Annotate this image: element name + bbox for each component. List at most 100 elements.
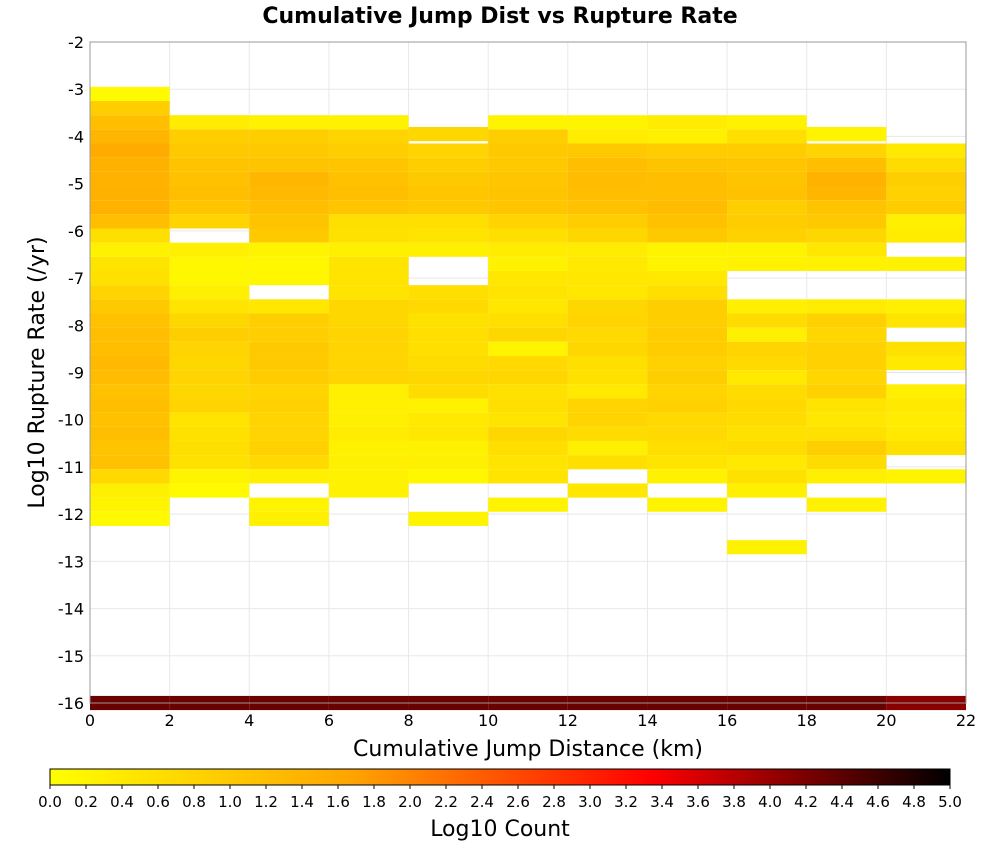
heatmap-cell bbox=[567, 483, 648, 498]
heatmap-cell bbox=[90, 313, 170, 328]
heatmap-cell bbox=[249, 370, 329, 385]
heatmap-cell bbox=[408, 440, 489, 456]
heatmap-cell bbox=[249, 455, 329, 470]
heatmap-cell bbox=[90, 228, 170, 243]
heatmap-cell bbox=[488, 426, 568, 441]
heatmap-cell bbox=[806, 186, 887, 201]
y-tick-label: -12 bbox=[58, 505, 84, 524]
heatmap-cell bbox=[647, 313, 728, 328]
heatmap-cell bbox=[169, 483, 250, 498]
heatmap-cell bbox=[328, 115, 409, 130]
heatmap-cell bbox=[328, 299, 409, 314]
heatmap-cell bbox=[567, 270, 648, 286]
heatmap-cell bbox=[169, 256, 250, 271]
heatmap-cell bbox=[90, 483, 170, 498]
heatmap-cell bbox=[408, 157, 489, 172]
colorbar-tick-label: 2.2 bbox=[434, 793, 458, 811]
heatmap-cell bbox=[328, 327, 409, 342]
heatmap-cell bbox=[249, 440, 329, 456]
colorbar-tick-label: 0.2 bbox=[74, 793, 98, 811]
heatmap-cell bbox=[567, 157, 648, 172]
colorbar-tick-label: 0.6 bbox=[146, 793, 170, 811]
colorbar-tick-label: 2.0 bbox=[398, 793, 422, 811]
heatmap-cell bbox=[886, 384, 966, 399]
heatmap-cell bbox=[249, 115, 329, 130]
heatmap-cell bbox=[90, 200, 170, 215]
heatmap-cell bbox=[647, 143, 728, 158]
colorbar-tick-label: 2.8 bbox=[542, 793, 566, 811]
heatmap-cell bbox=[647, 384, 728, 399]
colorbar-ticks: 0.0 0.2 0.4 0.6 0.8 1.0 1.2 1.4 1.6 1.8 2.0 2.2 2.4 2… bbox=[38, 785, 962, 811]
heatmap-cell bbox=[249, 171, 329, 187]
heatmap-cell bbox=[647, 171, 728, 187]
y-tick-label: -4 bbox=[68, 127, 84, 146]
heatmap-cell bbox=[249, 469, 329, 484]
heatmap-cell bbox=[90, 469, 170, 484]
heatmap-cell bbox=[647, 242, 728, 257]
heatmap-cell bbox=[169, 384, 250, 399]
heatmap-cell bbox=[328, 426, 409, 441]
y-tick-label: -2 bbox=[68, 33, 84, 52]
heatmap-cell bbox=[249, 426, 329, 441]
y-tick-label: -14 bbox=[58, 600, 84, 619]
heatmap-cell bbox=[249, 355, 329, 371]
colorbar-tick-label: 1.6 bbox=[326, 793, 350, 811]
y-tick-label: -7 bbox=[68, 269, 84, 288]
heatmap-cell bbox=[567, 384, 648, 399]
colorbar-tick-label: 3.2 bbox=[614, 793, 638, 811]
heatmap-cell bbox=[727, 540, 807, 555]
heatmap-cell bbox=[647, 469, 728, 484]
heatmap-cell bbox=[567, 115, 648, 130]
heatmap-cell bbox=[727, 186, 807, 201]
heatmap-cell bbox=[90, 242, 170, 257]
heatmap-cell bbox=[90, 370, 170, 385]
heatmap-cell bbox=[886, 143, 966, 158]
y-tick-label: -8 bbox=[68, 316, 84, 335]
y-axis-label: Log10 Rupture Rate (/yr) bbox=[25, 236, 50, 508]
heatmap-cell bbox=[408, 186, 489, 201]
heatmap-cell bbox=[647, 327, 728, 342]
heatmap-cell bbox=[90, 440, 170, 456]
heatmap-cell bbox=[408, 126, 489, 142]
heatmap-cell bbox=[488, 242, 568, 257]
heatmap-cell bbox=[249, 384, 329, 399]
heatmap-cell bbox=[886, 426, 966, 441]
x-tick-label: 0 bbox=[85, 711, 95, 730]
heatmap-cell bbox=[328, 256, 409, 271]
heatmap-cell bbox=[90, 327, 170, 342]
heatmap-cell bbox=[90, 426, 170, 441]
heatmap-cell bbox=[567, 440, 648, 456]
heatmap-cell bbox=[806, 214, 887, 229]
heatmap-cell bbox=[90, 455, 170, 470]
chart-title: Cumulative Jump Dist vs Rupture Rate bbox=[262, 4, 737, 29]
colorbar-tick-label: 1.2 bbox=[254, 793, 278, 811]
heatmap-cell bbox=[647, 355, 728, 371]
colorbar-tick-label: 5.0 bbox=[938, 793, 962, 811]
heatmap-cell bbox=[90, 412, 170, 427]
colorbar-tick-label: 0.4 bbox=[110, 793, 134, 811]
heatmap-cell bbox=[806, 126, 887, 142]
heatmap-cell bbox=[647, 115, 728, 130]
heatmap-cell bbox=[886, 341, 966, 356]
colorbar-tick-label: 3.8 bbox=[722, 793, 746, 811]
y-tick-label: -10 bbox=[58, 411, 84, 430]
heatmap-cell bbox=[328, 143, 409, 158]
heatmap-cell bbox=[169, 299, 250, 314]
y-axis-ticks: -2 -3 -4 -5 -6 -7 -8 -9 -10 -11 -12 -13 -14 -15 -16 bbox=[58, 33, 84, 713]
colorbar-tick-label: 2.4 bbox=[470, 793, 494, 811]
heatmap-cell bbox=[727, 299, 807, 314]
colorbar-tick-label: 0.0 bbox=[38, 793, 62, 811]
colorbar bbox=[49, 768, 951, 786]
heatmap-cell bbox=[806, 341, 887, 356]
heatmap-cell bbox=[488, 200, 568, 215]
heatmap-cell bbox=[169, 426, 250, 441]
heatmap-cell bbox=[249, 228, 329, 243]
heatmap-cell bbox=[90, 299, 170, 314]
x-axis-ticks: 0 2 4 6 8 10 12 14 16 18 20 22 bbox=[85, 711, 976, 730]
heatmap-cell bbox=[90, 384, 170, 399]
heatmap-cell bbox=[328, 440, 409, 456]
heatmap-cell bbox=[488, 256, 568, 271]
heatmap-cell bbox=[328, 228, 409, 243]
colorbar-tick-label: 3.6 bbox=[686, 793, 710, 811]
heatmap-cell bbox=[488, 285, 568, 300]
